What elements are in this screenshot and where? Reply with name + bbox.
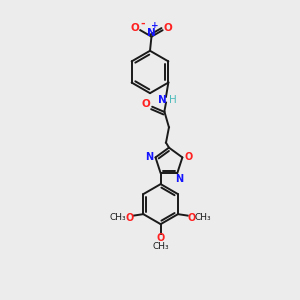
- Text: O: O: [125, 213, 133, 223]
- Text: CH₃: CH₃: [110, 213, 126, 222]
- Text: N: N: [175, 174, 183, 184]
- Text: O: O: [164, 23, 172, 33]
- Text: O: O: [185, 152, 193, 162]
- Text: CH₃: CH₃: [195, 213, 211, 222]
- Text: H: H: [169, 94, 176, 105]
- Text: O: O: [188, 213, 196, 223]
- Text: O: O: [142, 99, 151, 110]
- Text: O: O: [157, 233, 165, 243]
- Text: CH₃: CH₃: [152, 242, 169, 251]
- Text: N: N: [147, 28, 156, 38]
- Text: -: -: [140, 19, 145, 29]
- Text: O: O: [130, 23, 140, 33]
- Text: +: +: [152, 21, 159, 30]
- Text: N: N: [158, 94, 166, 105]
- Text: N: N: [146, 152, 154, 162]
